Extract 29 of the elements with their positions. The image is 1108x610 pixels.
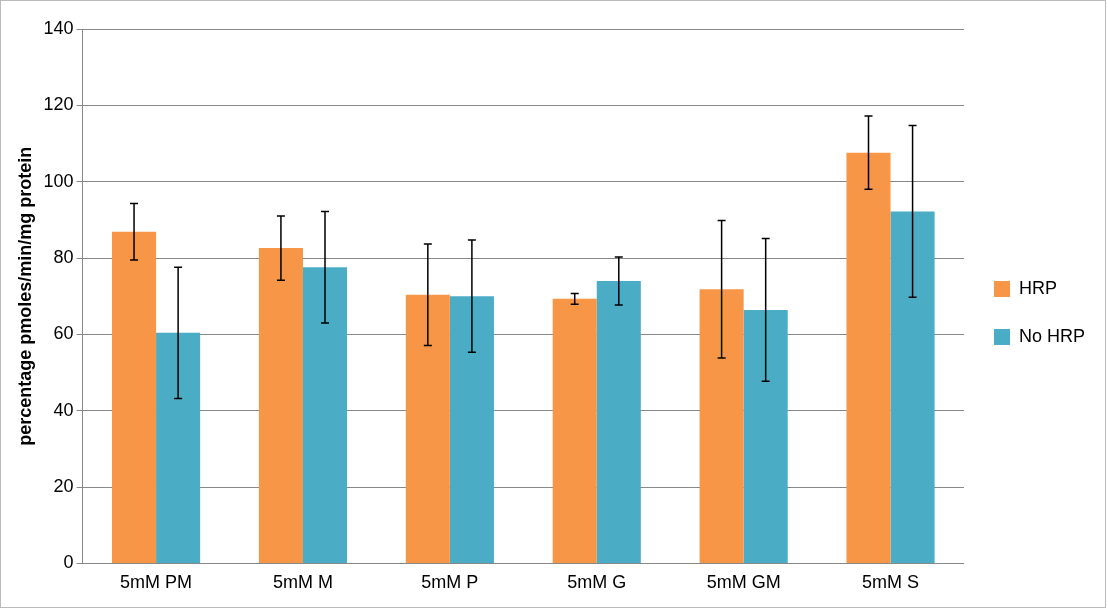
bar xyxy=(449,296,494,563)
bar xyxy=(743,309,788,563)
y-tick-label: 80 xyxy=(53,247,74,267)
y-tick-label: 0 xyxy=(63,552,74,573)
bar xyxy=(405,294,450,563)
bar xyxy=(699,289,744,563)
bar xyxy=(302,267,348,563)
x-tick-label: 5mM G xyxy=(567,572,627,593)
y-axis-title: percentage pmoles/min/mg protein xyxy=(14,146,35,446)
y-tick-label: 140 xyxy=(43,17,74,38)
y-tick-label: 40 xyxy=(53,399,74,420)
legend-label: HRP xyxy=(1018,277,1057,298)
y-tick-label: 60 xyxy=(53,323,74,344)
y-tick-label: 20 xyxy=(53,476,74,497)
x-tick-label: 5mM P xyxy=(421,572,479,593)
legend-label: No HRP xyxy=(1018,325,1085,346)
bar xyxy=(552,298,597,563)
bar xyxy=(112,231,157,563)
bar xyxy=(846,152,891,563)
bar xyxy=(890,211,935,563)
x-tick-label: 5mM GM xyxy=(706,572,781,593)
x-tick-label: 5mM M xyxy=(272,572,333,593)
bar xyxy=(156,332,201,563)
y-tick-label: 100 xyxy=(43,170,74,191)
x-tick-label: 5mM S xyxy=(862,572,920,593)
bar xyxy=(596,280,641,563)
bar xyxy=(258,248,303,563)
x-tick-label: 5mM PM xyxy=(120,572,193,593)
y-tick-label: 120 xyxy=(43,94,74,115)
